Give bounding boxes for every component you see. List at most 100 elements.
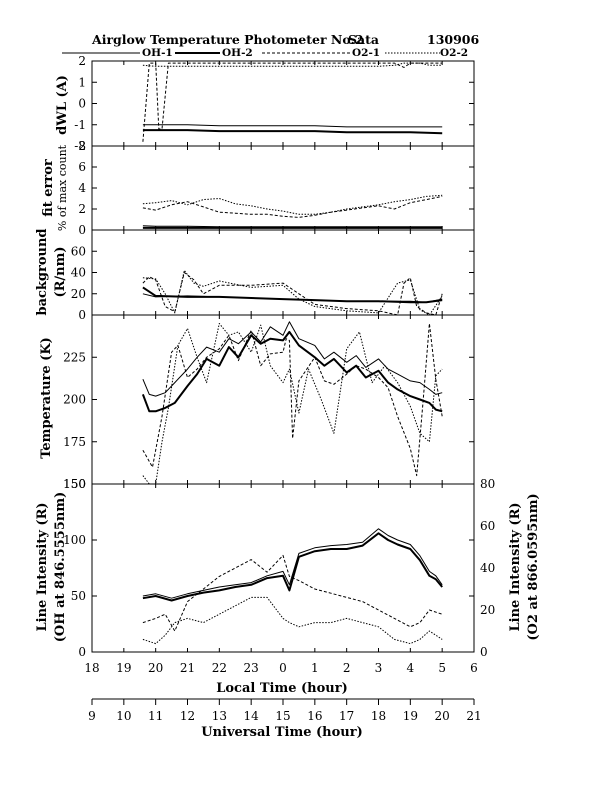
local-time-tick-label: 21: [180, 661, 195, 675]
ytick-label-fit_error: 2: [78, 202, 86, 216]
y2tick-label-intensity: 0: [480, 645, 488, 659]
xlabel-universal-time: Universal Time (hour): [201, 725, 363, 740]
local-time-tick-label: 0: [279, 661, 287, 675]
local-time-tick-label: 6: [470, 661, 478, 675]
series-intensity-o21: [142, 554, 443, 632]
series-background-o21: [142, 272, 443, 316]
legend: OH-1 OH-2 O2-1 O2-2: [62, 47, 468, 59]
series-temperature-o21: [142, 323, 443, 477]
ytick-label-temperature: 225: [63, 350, 86, 364]
legend-label-oh1: OH-1: [142, 47, 173, 59]
ytick-label-fit_error: 6: [78, 160, 86, 174]
xlabel-local-time: Local Time (hour): [216, 681, 348, 696]
y2label-intensity: Line Intensity (R): [508, 502, 523, 631]
panel-frame-intensity: [91, 483, 475, 653]
ylabel2-background: (R/nm): [53, 246, 68, 297]
ytick-label-background: 60: [71, 244, 86, 258]
ytick-label-dwl: 1: [78, 75, 86, 89]
universal-time-tick-label: 16: [307, 709, 322, 723]
series-dwl-oh1: [142, 124, 443, 128]
ylabel-dwl: dWL (A): [55, 75, 70, 135]
series-fit_error-o21: [142, 195, 443, 218]
y2tick-label-intensity: 40: [480, 561, 495, 575]
ylabel2-intensity: (OH at 846.5555nm): [53, 492, 68, 642]
series-dwl-oh2: [142, 129, 443, 135]
universal-time-tick-label: 15: [275, 709, 290, 723]
local-time-tick-label: 1: [311, 661, 319, 675]
ytick-label-intensity: 50: [71, 589, 86, 603]
series-intensity-o22: [142, 596, 443, 645]
ylabel-intensity: Line Intensity (R): [35, 502, 50, 631]
ytick-label-dwl: 0: [78, 97, 86, 111]
site-name: Sata: [348, 32, 379, 47]
universal-time-tick-label: 13: [212, 709, 227, 723]
panel-dwl: 2 1 0 -1 -2: [74, 54, 475, 153]
local-time-tick-label: 3: [375, 661, 383, 675]
series-fit_error-o22: [142, 194, 443, 215]
ylabel2-fit-error: % of max count: [56, 144, 69, 231]
ytick-label-temperature: 200: [63, 393, 86, 407]
ytick-label-background: 0: [78, 308, 86, 322]
panel-fit_error: 8 6 4 2 0: [78, 139, 475, 237]
series-dwl-o21: [142, 62, 443, 142]
panel-frame-fit_error: [91, 145, 475, 231]
series-intensity-oh1: [142, 528, 443, 599]
universal-time-tick-label: 19: [403, 709, 418, 723]
local-time-tick-label: 20: [148, 661, 163, 675]
panel-background: 60 40 20 0: [71, 229, 475, 322]
panels: 210-1-2864206040200225200175150150100500…: [63, 54, 495, 675]
legend-label-oh2: OH-2: [222, 47, 253, 59]
universal-time-tick-label: 18: [371, 709, 386, 723]
panel-temperature: 225 200 175 150: [63, 314, 475, 491]
ytick-label-fit_error: 8: [78, 139, 86, 153]
series-temperature-oh1: [142, 321, 443, 397]
universal-time-ticks: 9 10 11 12 13 14 15 16 17 18 19 20 21: [88, 699, 482, 723]
ytick-label-dwl: 2: [78, 54, 86, 68]
universal-time-tick-label: 20: [435, 709, 450, 723]
legend-label-o21: O2-1: [352, 47, 380, 59]
y2label2-intensity: (O2 at 866.0595nm): [526, 493, 541, 640]
local-time-tick-label: 18: [84, 661, 99, 675]
universal-time-tick-label: 17: [339, 709, 354, 723]
series-temperature-o22: [142, 323, 443, 485]
universal-time-tick-label: 10: [116, 709, 131, 723]
ytick-label-intensity: 0: [78, 645, 86, 659]
local-time-tick-label: 2: [343, 661, 351, 675]
ytick-label-temperature: 150: [63, 477, 86, 491]
universal-time-tick-label: 9: [88, 709, 96, 723]
local-time-tick-label: 23: [244, 661, 259, 675]
ytick-label-fit_error: 4: [78, 181, 86, 195]
universal-time-tick-label: 12: [180, 709, 195, 723]
ylabel-temperature: Temperature (K): [39, 337, 54, 459]
ytick-label-dwl: -2: [74, 139, 86, 153]
ytick-label-background: 40: [71, 266, 86, 280]
y2tick-label-intensity: 20: [480, 603, 495, 617]
legend-label-o22: O2-2: [440, 47, 468, 59]
universal-time-tick-label: 11: [148, 709, 163, 723]
ytick-label-background: 20: [71, 287, 86, 301]
ylabel-fit-error: fit error: [41, 159, 56, 217]
panel-intensity: 150 100 50 0 80 60 40 20 0: [63, 477, 495, 659]
local-time-tick-label: 4: [407, 661, 415, 675]
series-intensity-oh2: [142, 532, 443, 602]
local-time-tick-label: 19: [116, 661, 131, 675]
figure-title: Airglow Temperature Photometer No.2: [91, 32, 364, 47]
series-temperature-oh2: [141, 330, 443, 413]
date-stamp: 130906: [427, 32, 479, 47]
local-time-tick-label: 5: [438, 661, 446, 675]
local-time-tick-label: 22: [212, 661, 227, 675]
ytick-label-temperature: 175: [63, 435, 86, 449]
universal-time-tick-label: 14: [244, 709, 260, 723]
series-background-o22: [142, 269, 443, 316]
series-background-oh2: [142, 286, 443, 304]
ytick-label-dwl: -1: [74, 118, 86, 132]
universal-time-tick-label: 21: [466, 709, 481, 723]
ylabel-background: background: [35, 228, 50, 315]
ytick-label-intensity: 150: [63, 477, 86, 491]
ytick-label-fit_error: 0: [78, 223, 86, 237]
y2tick-label-intensity: 60: [480, 519, 495, 533]
y2tick-label-intensity: 80: [480, 477, 495, 491]
ytick-label-intensity: 100: [63, 533, 86, 547]
series-fit_error-oh1: [142, 225, 443, 228]
